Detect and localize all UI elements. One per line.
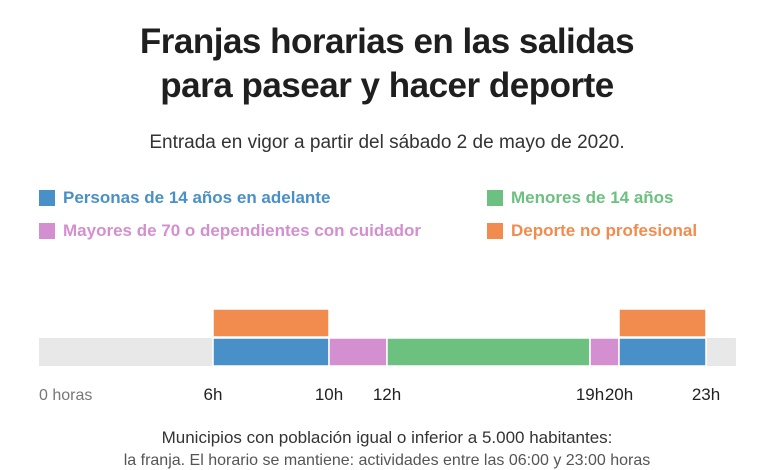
chart-subtitle: Entrada en vigor a partir del sábado 2 d… [149,132,625,153]
legend-swatch-blue [39,190,55,206]
tick-label-1: 6h [204,385,223,404]
legend-swatch-green [487,190,503,206]
footer-note-cut: la franja. El horario se mantiene: activ… [123,452,651,469]
tick-label-2: 10h [315,385,343,404]
legend-item-14-y-mas: Personas de 14 años en adelante [39,188,330,208]
timeline-segment-r1-3 [589,337,620,367]
timeline-segment-r1-1 [328,337,388,367]
legend-label: Mayores de 70 o dependientes con cuidado… [63,221,422,240]
title-line-1: Franjas horarias en las salidas [139,22,635,61]
tick-label-3: 12h [373,385,401,404]
timeline-chart: 0 horas 6h 10h 12h 19h 20h 23h [39,308,736,404]
timeline-segment-r1-4 [618,337,707,367]
legend-swatch-pink [39,223,55,239]
tick-label-0: 0 horas [39,387,92,404]
legend-label: Deporte no profesional [511,221,698,240]
legend-label: Menores de 14 años [511,188,674,207]
chart-title: Franjas horarias en las salidas para pas… [0,20,774,108]
timeline-segment-r0-0 [212,308,330,338]
footer-note: Municipios con población igual o inferio… [161,428,613,447]
legend-item-deporte: Deporte no profesional [487,221,697,241]
tick-label-6: 23h [692,385,720,404]
legend-item-mayores-70: Mayores de 70 o dependientes con cuidado… [39,221,421,241]
title-line-2: para pasear y hacer deporte [160,66,614,105]
timeline-segment-r1-2 [386,337,591,367]
legend-swatch-orange [487,223,503,239]
tick-label-4: 19h [576,385,604,404]
legend-label: Personas de 14 años en adelante [63,188,331,207]
tick-label-5: 20h [605,385,633,404]
timeline-segment-r0-1 [618,308,707,338]
legend-item-menores-14: Menores de 14 años [487,188,674,208]
timeline-segment-r1-0 [212,337,330,367]
